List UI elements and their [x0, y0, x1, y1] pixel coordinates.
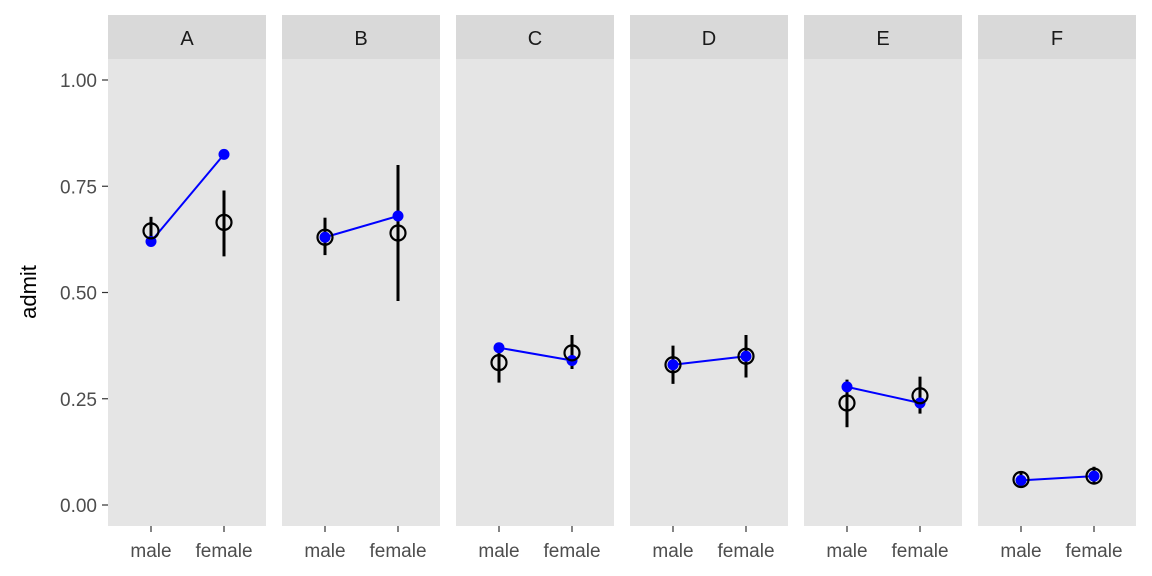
facet-strip: [804, 15, 962, 59]
y-tick-label: 0.00: [60, 496, 97, 517]
predicted-line: [498, 346, 573, 362]
predicted-line: [324, 215, 399, 239]
x-tick-label: male: [130, 541, 171, 562]
x-tick-label: female: [717, 541, 774, 562]
predicted-point: [667, 359, 679, 371]
facet-strip-label: C: [528, 28, 542, 50]
observed-point: [490, 354, 508, 372]
observed-point: [838, 394, 856, 412]
predicted-line: [846, 385, 921, 404]
facet-strip-label: B: [354, 28, 367, 50]
predicted-point: [218, 148, 230, 160]
facet-strip: [108, 15, 266, 59]
panel-background: [456, 59, 614, 526]
predicted-line: [672, 355, 747, 366]
observed-point: [664, 356, 682, 374]
x-tick-label: male: [826, 541, 867, 562]
facet-strip: [978, 15, 1136, 59]
y-tick-label: 1.00: [60, 71, 97, 92]
y-tick-label: 0.75: [60, 177, 97, 198]
predicted-point: [740, 350, 752, 362]
x-tick-label: male: [478, 541, 519, 562]
panel-background: [978, 59, 1136, 526]
observed-point: [142, 222, 160, 240]
observed-point: [737, 347, 755, 365]
observed-point: [563, 344, 581, 362]
x-tick-label: female: [543, 541, 600, 562]
observed-point: [316, 228, 334, 246]
predicted-point: [1015, 474, 1027, 486]
x-tick-label: female: [1065, 541, 1122, 562]
y-tick-label: 0.50: [60, 284, 97, 305]
predicted-point: [392, 210, 404, 222]
observed-point: [1085, 467, 1103, 485]
facet-strip: [630, 15, 788, 59]
observed-point: [215, 213, 233, 231]
x-tick-label: male: [652, 541, 693, 562]
observed-point: [1012, 470, 1030, 489]
predicted-point: [319, 231, 331, 243]
y-axis-title: admit: [16, 265, 41, 319]
predicted-line: [150, 153, 225, 243]
facet-strip-label: E: [876, 28, 889, 50]
x-tick-label: male: [1000, 541, 1041, 562]
panel-background: [630, 59, 788, 526]
predicted-line: [1020, 475, 1095, 482]
x-tick-label: female: [369, 541, 426, 562]
panel-background: [108, 59, 266, 526]
panel-background: [804, 59, 962, 526]
predicted-point: [1088, 470, 1100, 482]
x-tick-label: male: [304, 541, 345, 562]
facet-strip: [456, 15, 614, 59]
facet-strip: [282, 15, 440, 59]
predicted-point: [841, 381, 853, 393]
facet-strip-label: D: [702, 28, 716, 50]
facet-strip-label: F: [1051, 28, 1063, 50]
facet-strip-label: A: [180, 28, 194, 50]
predicted-point: [493, 342, 505, 354]
observed-point: [911, 387, 929, 405]
x-tick-label: female: [195, 541, 252, 562]
y-tick-label: 0.25: [60, 390, 97, 411]
panel-background: [282, 59, 440, 526]
x-tick-label: female: [891, 541, 948, 562]
observed-point: [389, 224, 407, 242]
